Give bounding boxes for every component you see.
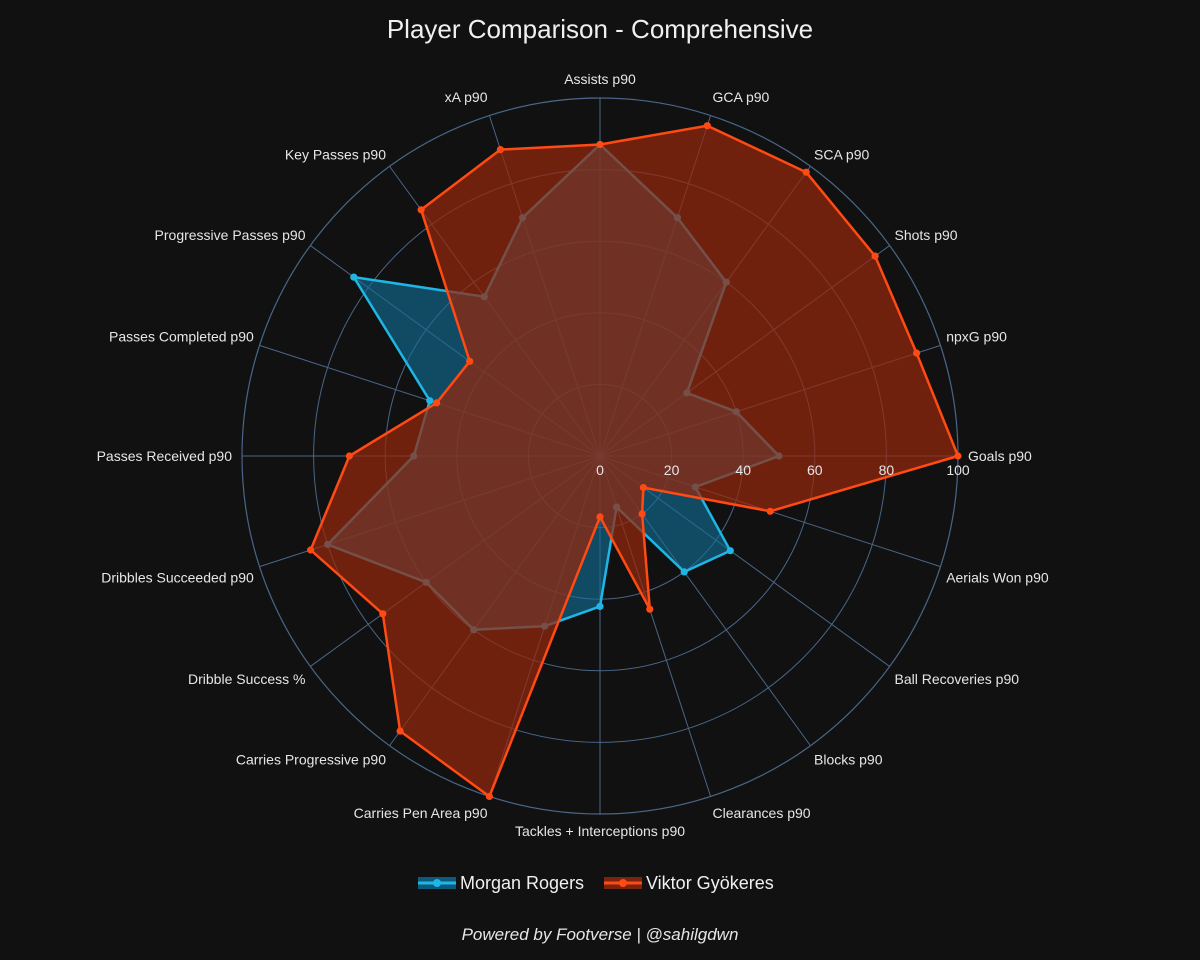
point-viktor-gyokeres-gca-p90[interactable] [703,122,711,130]
point-morgan-rogers-blocks-p90[interactable] [680,568,688,576]
axis-label-xa-p90: xA p90 [445,89,488,105]
point-morgan-rogers-progressive-passes-p90[interactable] [350,273,358,281]
point-morgan-rogers-ball-recoveries-p90[interactable] [726,547,734,555]
axis-label-passes-received-p90: Passes Received p90 [97,448,233,464]
legend-marker-viktor-gyokeres [619,879,627,887]
axis-label-passes-completed-p90: Passes Completed p90 [109,329,254,345]
axis-label-goals-p90: Goals p90 [968,448,1032,464]
legend-label-viktor-gyokeres: Viktor Gyökeres [646,873,774,893]
axis-label-dribbles-succeeded-p90: Dribbles Succeeded p90 [101,570,254,586]
radial-tick-labels: 0 20 40 60 80 100 [596,462,970,478]
point-viktor-gyokeres-shots-p90[interactable] [871,252,879,260]
axis-labels: Goals p90 npxG p90 Shots p90 SCA p90 GCA p90… [97,71,1049,839]
axis-label-clearances-p90: Clearances p90 [713,805,811,821]
point-viktor-gyokeres-carries-pen-area-p90[interactable] [485,792,493,801]
axis-label-aerials-won-p90: Aerials Won p90 [946,570,1049,586]
axis-label-key-passes-p90: Key Passes p90 [285,147,386,163]
legend-label-morgan-rogers: Morgan Rogers [460,873,584,893]
chart-title: Player Comparison - Comprehensive [387,14,813,44]
point-viktor-gyokeres-aerials-won-p90[interactable] [766,507,774,515]
point-viktor-gyokeres-xa-p90[interactable] [496,146,504,154]
point-viktor-gyokeres-assists-p90[interactable] [596,140,604,149]
point-viktor-gyokeres-progressive-passes-p90[interactable] [466,357,474,365]
series-area-viktor-gyokeres [309,124,960,798]
point-viktor-gyokeres-blocks-p90[interactable] [638,510,646,518]
point-viktor-gyokeres-passes-received-p90[interactable] [345,452,353,460]
radial-tick-40: 40 [735,462,751,478]
radial-tick-60: 60 [807,462,823,478]
point-morgan-rogers-passes-completed-p90[interactable] [426,397,434,405]
axis-label-dribble-success: Dribble Success % [188,671,306,687]
axis-label-carries-pen-area-p90: Carries Pen Area p90 [354,805,488,821]
axis-label-sca-p90: SCA p90 [814,147,869,163]
axis-label-assists-p90: Assists p90 [564,71,636,87]
point-viktor-gyokeres-tackles-interceptions-p90[interactable] [596,513,604,521]
radial-tick-100: 100 [946,462,970,478]
axis-label-gca-p90: GCA p90 [713,89,770,105]
point-viktor-gyokeres-sca-p90[interactable] [802,168,810,176]
series-layer [307,122,962,801]
point-viktor-gyokeres-dribble-success[interactable] [379,610,387,618]
axis-label-progressive-passes-p90: Progressive Passes p90 [155,227,306,243]
point-viktor-gyokeres-clearances-p90[interactable] [646,605,654,613]
radial-tick-0: 0 [596,462,604,478]
radial-tick-80: 80 [879,462,895,478]
point-viktor-gyokeres-goals-p90[interactable] [954,452,962,460]
point-viktor-gyokeres-passes-completed-p90[interactable] [433,399,441,407]
point-viktor-gyokeres-ball-recoveries-p90[interactable] [639,484,648,492]
point-morgan-rogers-tackles-interceptions-p90[interactable] [596,602,604,611]
legend-marker-morgan-rogers [433,879,441,887]
axis-label-ball-recoveries-p90: Ball Recoveries p90 [895,671,1020,687]
radial-tick-20: 20 [664,462,680,478]
axis-label-npxg-p90: npxG p90 [946,329,1007,345]
point-viktor-gyokeres-npxg-p90[interactable] [913,349,921,357]
legend-item-morgan-rogers[interactable]: Morgan Rogers [418,873,584,893]
legend: Morgan Rogers Viktor Gyökeres [418,873,774,893]
series-viktor-gyokeres [307,122,962,801]
point-viktor-gyokeres-key-passes-p90[interactable] [417,206,425,214]
axis-label-tackles-interceptions-p90: Tackles + Interceptions p90 [515,823,685,839]
axis-label-shots-p90: Shots p90 [895,227,958,243]
footer-credit: Powered by Footverse | @sahilgdwn [462,925,739,944]
point-viktor-gyokeres-dribbles-succeeded-p90[interactable] [307,546,315,554]
legend-item-viktor-gyokeres[interactable]: Viktor Gyökeres [604,873,774,893]
axis-label-blocks-p90: Blocks p90 [814,752,883,768]
axis-label-carries-progressive-p90: Carries Progressive p90 [236,752,386,768]
point-viktor-gyokeres-carries-progressive-p90[interactable] [396,727,404,735]
